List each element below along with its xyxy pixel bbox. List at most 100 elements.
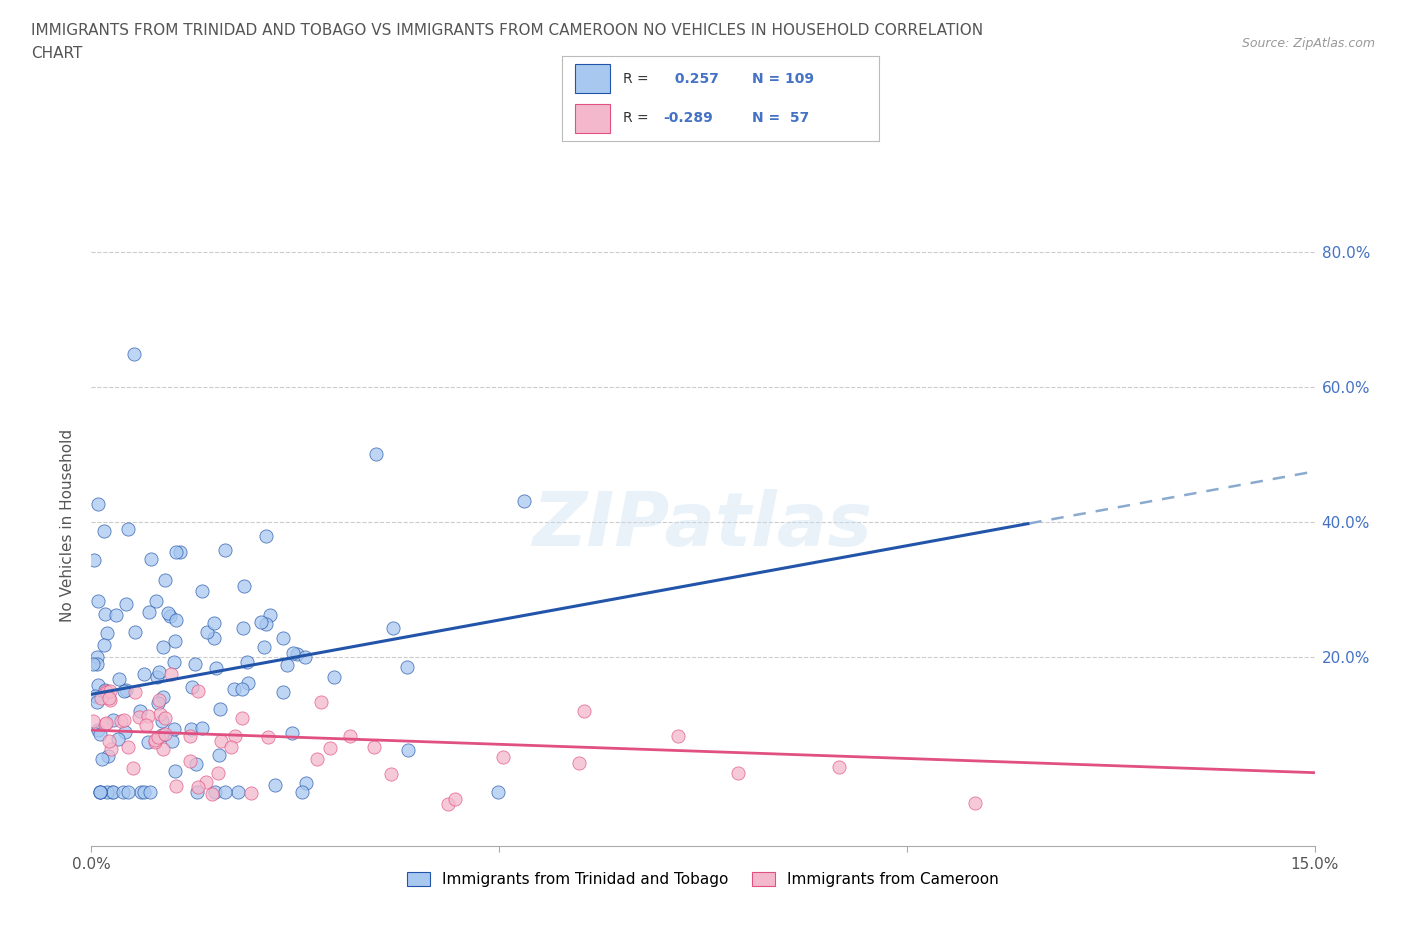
- Point: [166, 544, 188, 559]
- Text: IMMIGRANTS FROM TRINIDAD AND TOBAGO VS IMMIGRANTS FROM CAMEROON NO VEHICLES IN H: IMMIGRANTS FROM TRINIDAD AND TOBAGO VS I…: [31, 23, 983, 38]
- Point: [231, 711, 253, 725]
- Point: [112, 713, 135, 728]
- Bar: [575, 104, 610, 133]
- Point: [236, 655, 259, 670]
- Point: [444, 791, 467, 806]
- Point: [87, 723, 110, 737]
- Text: -0.289: -0.289: [664, 112, 713, 126]
- Point: [138, 785, 160, 800]
- Point: [224, 729, 246, 744]
- Point: [122, 347, 145, 362]
- Point: [117, 739, 139, 754]
- Point: [84, 688, 107, 703]
- Point: [396, 659, 419, 674]
- Point: [87, 497, 110, 512]
- Point: [232, 578, 254, 593]
- Point: [160, 734, 183, 749]
- Point: [366, 446, 388, 461]
- Point: [124, 624, 146, 639]
- Point: [204, 631, 226, 645]
- Point: [143, 735, 166, 750]
- Point: [271, 684, 294, 699]
- Point: [382, 620, 405, 635]
- Point: [157, 606, 180, 621]
- Point: [187, 684, 209, 698]
- Point: [160, 666, 183, 681]
- Point: [87, 593, 110, 608]
- Point: [139, 551, 162, 566]
- Point: [89, 785, 111, 800]
- Point: [149, 707, 172, 722]
- Point: [271, 631, 294, 645]
- Point: [204, 785, 226, 800]
- Point: [184, 757, 207, 772]
- Point: [83, 553, 105, 568]
- Point: [100, 741, 122, 756]
- Point: [150, 728, 173, 743]
- Point: [191, 721, 214, 736]
- Point: [281, 725, 304, 740]
- Point: [122, 760, 145, 775]
- Point: [165, 778, 187, 793]
- Text: N = 109: N = 109: [752, 72, 814, 86]
- Point: [97, 734, 120, 749]
- Point: [94, 715, 117, 730]
- Point: [163, 654, 186, 669]
- Point: [152, 689, 174, 704]
- Point: [486, 785, 509, 800]
- Point: [202, 616, 225, 631]
- Point: [117, 785, 139, 800]
- Text: R =: R =: [623, 72, 648, 86]
- Point: [146, 696, 169, 711]
- Point: [96, 785, 118, 800]
- Point: [152, 741, 174, 756]
- Point: [963, 796, 986, 811]
- Point: [100, 693, 122, 708]
- Point: [492, 750, 515, 764]
- Point: [107, 732, 129, 747]
- Point: [219, 739, 242, 754]
- Point: [201, 786, 224, 801]
- Point: [91, 751, 114, 766]
- Point: [180, 679, 202, 694]
- Point: [195, 625, 218, 640]
- Point: [152, 640, 174, 655]
- Point: [94, 684, 117, 698]
- Point: [93, 638, 115, 653]
- Point: [90, 691, 112, 706]
- Text: ZIPatlas: ZIPatlas: [533, 489, 873, 562]
- Point: [828, 759, 851, 774]
- Point: [148, 693, 170, 708]
- Point: [110, 713, 132, 728]
- Point: [254, 528, 277, 543]
- Point: [89, 727, 111, 742]
- Point: [513, 494, 536, 509]
- Point: [226, 785, 249, 800]
- Point: [250, 615, 273, 630]
- Point: [111, 785, 134, 800]
- Text: Source: ZipAtlas.com: Source: ZipAtlas.com: [1241, 37, 1375, 50]
- Point: [224, 682, 246, 697]
- Bar: [575, 64, 610, 93]
- Point: [253, 640, 276, 655]
- Point: [184, 657, 207, 671]
- Point: [240, 786, 263, 801]
- Legend: Immigrants from Trinidad and Tobago, Immigrants from Cameroon: Immigrants from Trinidad and Tobago, Imm…: [401, 866, 1005, 893]
- Point: [114, 683, 136, 698]
- Point: [98, 684, 121, 698]
- Point: [98, 690, 121, 705]
- Point: [396, 743, 419, 758]
- Point: [96, 684, 118, 699]
- Point: [136, 709, 159, 724]
- Point: [294, 649, 316, 664]
- Point: [86, 649, 108, 664]
- Point: [115, 596, 138, 611]
- Point: [93, 717, 115, 732]
- Point: [82, 714, 104, 729]
- Point: [128, 704, 150, 719]
- Point: [322, 669, 344, 684]
- Point: [94, 683, 117, 698]
- Point: [256, 617, 278, 631]
- Point: [727, 765, 749, 780]
- Point: [214, 785, 236, 800]
